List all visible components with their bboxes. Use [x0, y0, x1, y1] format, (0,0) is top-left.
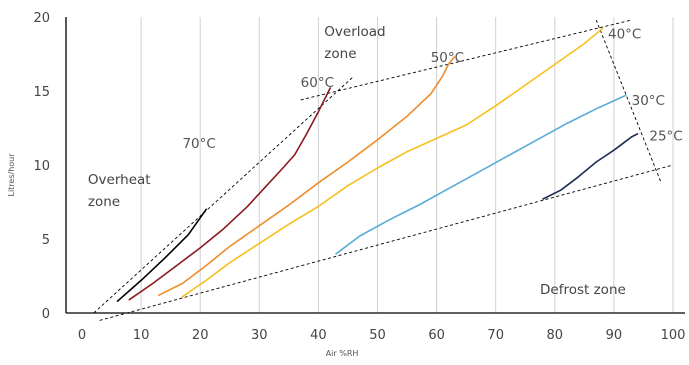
x-tick-label-70: 70: [487, 328, 504, 343]
y-tick-label-15: 15: [33, 85, 50, 100]
series-line-40-c: [181, 28, 603, 298]
boundary-defrost-right: [595, 19, 662, 183]
grid: [140, 17, 674, 313]
series-line-25-c: [542, 133, 639, 200]
x-tick-label-90: 90: [606, 328, 623, 343]
x-tick-label-10: 10: [133, 328, 150, 343]
y-tick-label-20: 20: [33, 11, 50, 26]
zone-boundaries: [93, 19, 674, 321]
x-tick-label-20: 20: [192, 328, 209, 343]
series-label-50-c: 50°C: [431, 50, 464, 66]
series-label-25-c: 25°C: [649, 128, 682, 144]
x-tick-label-40: 40: [310, 328, 327, 343]
x-axis-title: Air %RH: [326, 349, 359, 358]
series-label-70-c: 70°C: [182, 136, 215, 152]
series-label-60-c: 60°C: [301, 75, 334, 91]
y-tick-label-10: 10: [33, 159, 50, 174]
y-tick-label-5: 5: [42, 233, 50, 248]
x-tick-label-100: 100: [661, 328, 686, 343]
x-tick-label-30: 30: [251, 328, 268, 343]
x-tick-label-50: 50: [369, 328, 386, 343]
series-label-30-c: 30°C: [632, 93, 665, 109]
series: [116, 28, 639, 302]
boundary-overload: [300, 19, 632, 101]
y-tick-label-0: 0: [42, 307, 50, 322]
axes: [65, 17, 685, 314]
series-labels: 70°C 60°C 50°C 40°C 30°C 25°C: [182, 26, 682, 152]
series-line-30-c: [335, 94, 627, 255]
y-axis-title: Litres/hour: [7, 153, 16, 197]
x-tick-label-60: 60: [428, 328, 445, 343]
series-line-60-c: [128, 87, 331, 301]
boundary-overheat: [93, 75, 355, 314]
x-tick-label-0: 0: [78, 328, 86, 343]
zone-annotations: Overheat zone Overload zone Defrost zone: [88, 24, 626, 298]
y-tick-labels: 0 5 10 15 20: [33, 11, 50, 322]
series-line-50-c: [158, 56, 456, 296]
annotation-overload-zone: Overload zone: [324, 24, 385, 62]
series-line-70-c: [116, 208, 207, 302]
x-tick-label-80: 80: [547, 328, 564, 343]
series-label-40-c: 40°C: [608, 26, 641, 42]
annotation-overheat-zone: Overheat zone: [88, 172, 151, 210]
annotation-defrost-zone: Defrost zone: [540, 282, 626, 298]
x-tick-labels: 0 10 20 30 40 50 60 70 80 90 100: [78, 328, 686, 343]
